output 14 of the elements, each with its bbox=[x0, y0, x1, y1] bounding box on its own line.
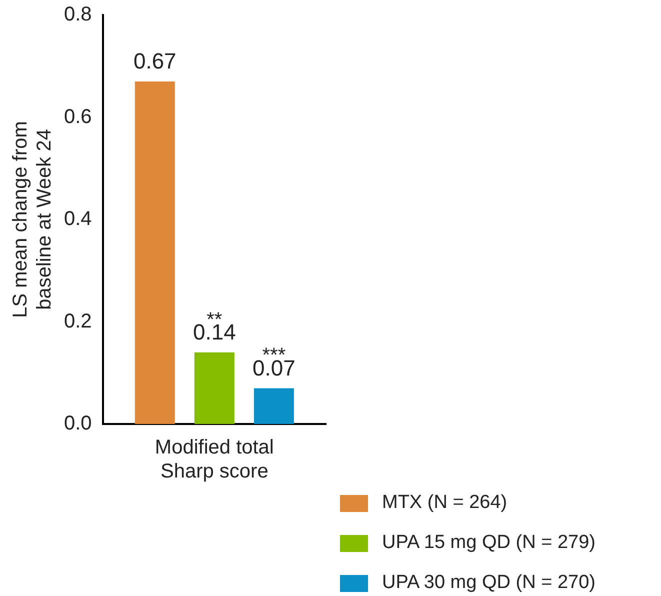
y-tick-label: 0.2 bbox=[64, 310, 92, 332]
y-axis-title: LS mean change from baseline at Week 24 bbox=[10, 121, 56, 318]
bar bbox=[134, 81, 175, 424]
legend-label: UPA 15 mg QD (N = 279) bbox=[382, 532, 596, 554]
bar bbox=[194, 352, 234, 424]
legend-label: UPA 30 mg QD (N = 270) bbox=[382, 572, 596, 594]
y-tick-label: 0.8 bbox=[64, 4, 92, 26]
y-tick-label: 0.0 bbox=[64, 412, 92, 435]
x-tick-label: Modified total Sharp score bbox=[154, 436, 274, 483]
y-tick-label: 0.4 bbox=[64, 208, 92, 230]
bar bbox=[254, 388, 294, 424]
data-label: 0.67 bbox=[133, 48, 176, 74]
y-tick-label: 0.6 bbox=[64, 106, 92, 128]
legend-label: MTX (N = 264) bbox=[382, 492, 508, 514]
